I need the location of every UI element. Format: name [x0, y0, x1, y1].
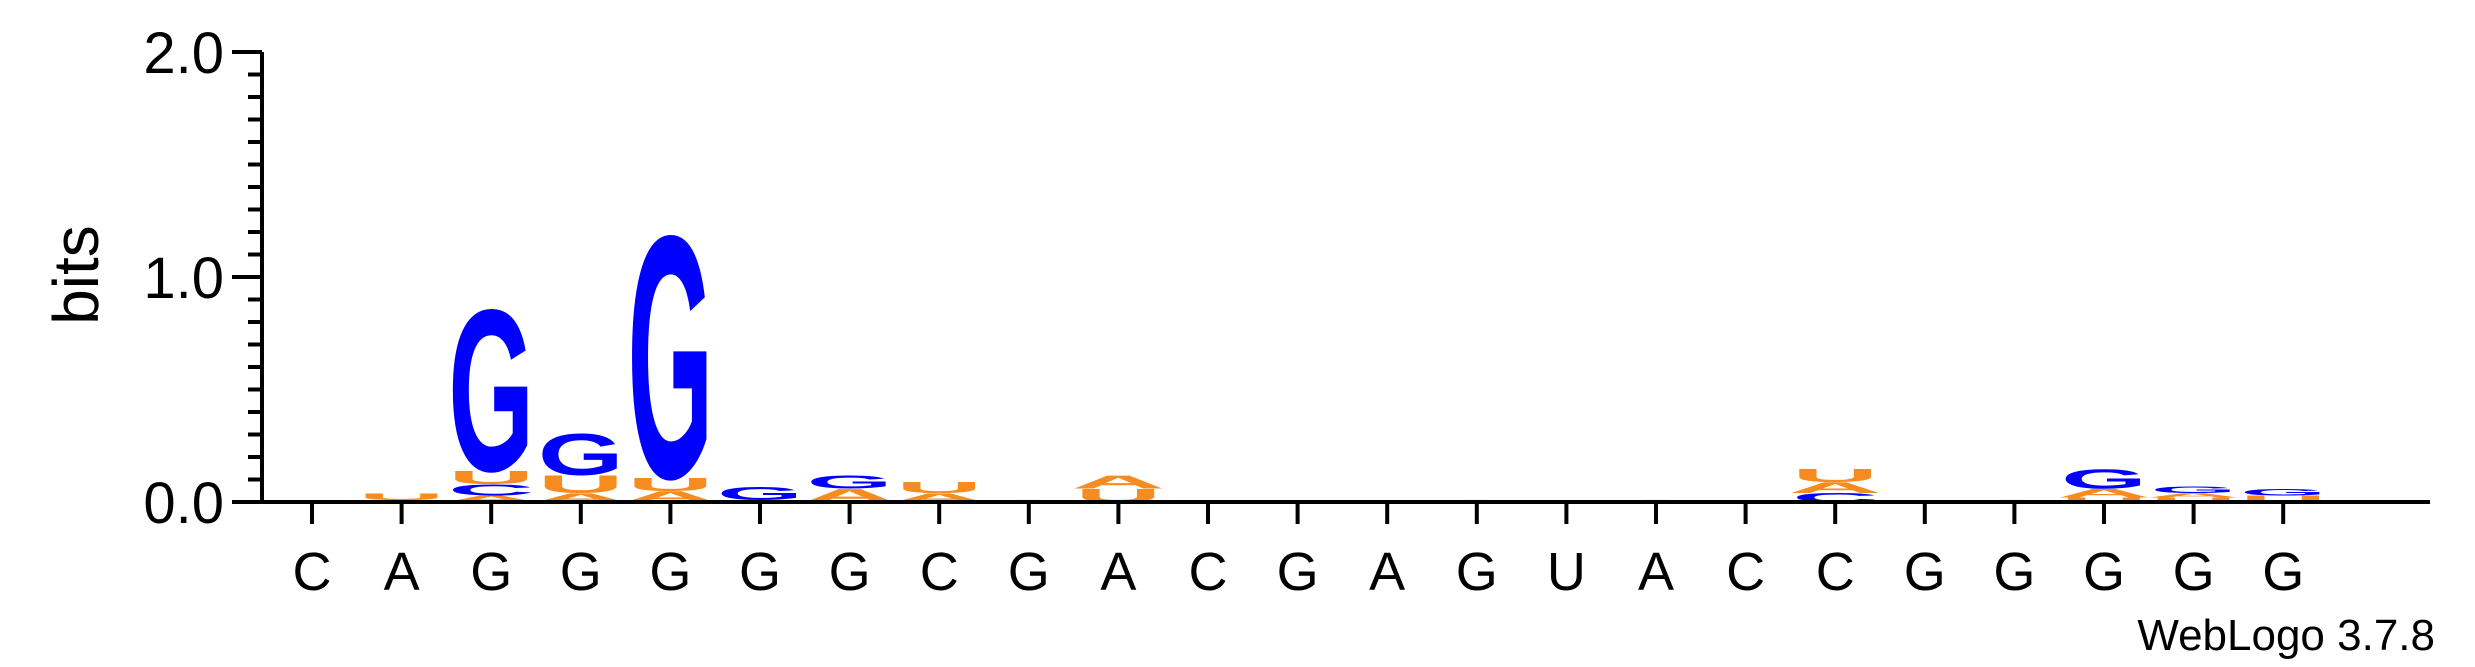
logo-letter-U: U — [2061, 496, 2147, 503]
x-tick-label: G — [1904, 542, 1946, 602]
weblogo-credit: WebLogo 3.7.8 — [2137, 611, 2435, 660]
logo-letter-U: U — [448, 467, 534, 488]
logo-letter-A: A — [2147, 492, 2241, 499]
logo-letter-C: C — [448, 481, 534, 498]
logo-letter-A: A — [2057, 486, 2151, 500]
x-tick-label: G — [1008, 542, 1050, 602]
x-tick-label: G — [1456, 542, 1498, 602]
y-tick-label: 0.0 — [143, 471, 224, 536]
x-tick-label: G — [2083, 542, 2125, 602]
logo-letter-U: U — [2150, 496, 2236, 503]
y-tick-label: 2.0 — [143, 21, 224, 86]
x-tick-label: C — [1189, 542, 1228, 602]
x-tick-label: G — [560, 542, 602, 602]
x-tick-label: U — [1547, 542, 1586, 602]
logo-letter-U: U — [538, 471, 624, 499]
y-axis: 0.0 1.0 2.0 — [143, 21, 264, 536]
x-tick-label: C — [293, 542, 332, 602]
logo-letter-G: G — [2240, 487, 2326, 498]
logo-letter-G: G — [2151, 484, 2237, 495]
logo-letter-A: A — [444, 493, 538, 504]
logo-letter-G: G — [2061, 463, 2147, 494]
logo-letter-G: G — [448, 262, 534, 520]
x-tick-label: G — [470, 542, 512, 602]
logo-letter-G: G — [628, 163, 714, 551]
logo-letter-G: G — [717, 483, 803, 504]
logo-letter-G: G — [807, 471, 893, 492]
x-tick-label: G — [649, 542, 691, 602]
x-tick-label: C — [920, 542, 959, 602]
logo-letter-U: U — [1792, 465, 1878, 486]
logo-letter-G: G — [538, 421, 624, 487]
logo-stacks: AUACUGAUGAUGAGAGAUAUAGAACAUAUAGUAGUG — [355, 163, 2327, 551]
x-tick-label: A — [1369, 542, 1405, 602]
x-tick-label: G — [829, 542, 871, 602]
x-tick-label: G — [1993, 542, 2035, 602]
x-tick-label: A — [1100, 542, 1136, 602]
y-tick-label: 1.0 — [143, 246, 224, 311]
y-axis-label: bits — [40, 225, 112, 325]
logo-letter-A: A — [1788, 479, 1882, 497]
x-tick-label: A — [1638, 542, 1674, 602]
logo-letter-U: U — [896, 479, 982, 496]
x-tick-label: C — [1816, 542, 1855, 602]
x-tick-label: G — [2262, 542, 2304, 602]
logo-letter-A: A — [1071, 472, 1165, 493]
logo-letter-U: U — [358, 491, 444, 502]
x-tick-label: A — [384, 542, 420, 602]
x-tick-label: C — [1726, 542, 1765, 602]
x-tick-label: G — [739, 542, 781, 602]
logo-letter-U: U — [627, 474, 713, 495]
logo-letter-U: U — [2240, 493, 2326, 504]
x-tick-label: G — [2173, 542, 2215, 602]
x-tick-label: G — [1277, 542, 1319, 602]
